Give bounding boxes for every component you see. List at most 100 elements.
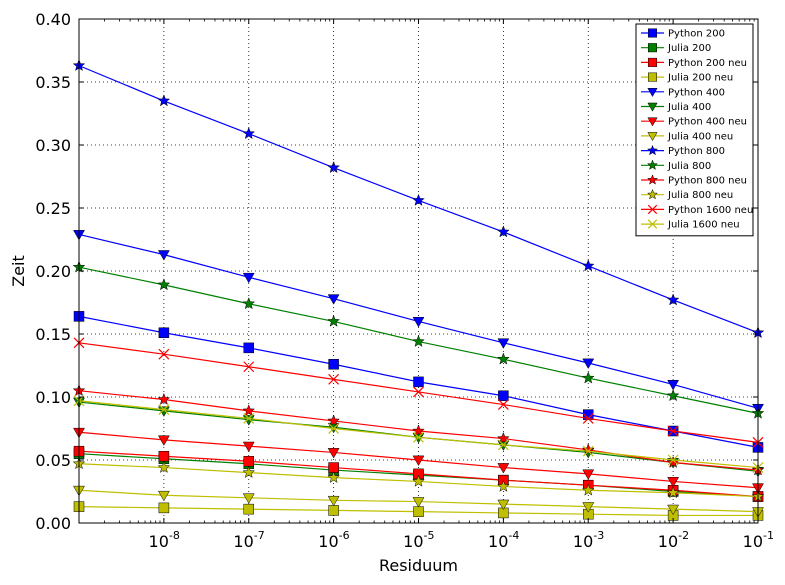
data-point-triangle [497,499,510,511]
legend-label: Python 400 [668,87,725,98]
data-point-triangle [647,102,658,112]
data-point-star [646,174,659,185]
data-point-x [158,348,170,360]
data-point-star [157,460,171,473]
data-point-x [328,423,340,434]
series-julia-400-neu [73,485,764,518]
legend-entry: Julia 1600 neu [641,219,740,231]
data-point-square [648,72,657,82]
data-point-triangle [242,493,255,504]
data-point-x [667,454,679,466]
y-tick-label: 0.00 [35,514,71,533]
x-tick-label: 10 [149,532,169,551]
data-point-star [412,424,425,437]
data-point-star [581,443,595,456]
legend-label: Python 200 neu [668,58,747,69]
data-point-x-stroke [328,423,340,434]
data-point-x-stroke [647,219,658,229]
data-point-square [648,28,657,38]
data-point-triangle [582,502,595,513]
x-tick-label: 10 [488,532,508,551]
data-point-star [496,479,510,492]
x-tick-label: 10 [318,532,338,551]
data-point-x-stroke [158,348,170,360]
legend-entry: Julia 400 neu [641,131,733,142]
y-tick-label: 0.20 [35,262,71,281]
data-point-x-stroke [582,412,594,424]
data-point-x-stroke [497,399,509,410]
data-point-x-stroke [667,454,679,466]
data-point-x-stroke [667,425,679,437]
data-point-triangle [647,88,658,97]
data-point-star [412,474,425,487]
data-point-x-stroke [243,412,255,424]
data-point-star [157,392,171,405]
data-point-x [647,219,658,229]
data-point-square [243,342,254,354]
legend-label: Julia 1600 neu [667,220,740,231]
data-point-square [648,43,657,53]
y-tick-label: 0.35 [35,73,71,92]
data-point-triangle [667,504,680,516]
data-point-x [328,373,340,385]
legend: Python 200 Julia 200 Python 200 neu Julia 2… [635,23,754,237]
data-point-x-stroke [582,445,594,457]
data-point-star [242,465,256,479]
y-tick-label: 0.10 [35,388,71,407]
legend-label: Julia 400 neu [667,131,733,142]
data-point-square [648,57,657,67]
data-point-star [581,259,595,272]
x-axis-label: Residuum [379,556,458,575]
legend-label: Python 800 neu [668,176,747,187]
x-tick-labels: 10 -8 10 -7 10 -6 10 -5 10 -4 10 -3 10 -2 10 -1 [149,529,774,551]
legend-entry: Python 1600 neu [641,204,753,216]
legend-entry: Python 200 neu [641,57,747,69]
data-point-star [646,159,659,171]
data-point-triangle [242,272,255,284]
legend-label: Julia 200 [667,43,711,54]
x-tick-label: 10 [743,532,763,551]
data-point-x-stroke [243,361,255,373]
legend-entry: Julia 800 [641,159,711,172]
data-point-square [243,503,254,515]
x-tick-label: 10 [658,532,678,551]
data-point-square [243,456,254,467]
data-point-triangle [647,117,658,127]
data-point-x-stroke [413,431,424,443]
data-point-x [413,386,424,398]
data-point-triangle [412,317,425,328]
data-point-square [158,327,170,338]
data-point-star [327,470,341,484]
legend-label: Python 200 [668,29,725,40]
legend-label: Julia 800 [667,161,711,172]
data-point-star [157,94,171,107]
data-point-star [242,297,256,310]
data-point-square [328,505,339,516]
y-tick-label: 0.40 [35,10,71,29]
x-tick-exponent: -1 [763,529,774,542]
data-point-square [328,358,339,370]
legend-label: Python 1600 neu [668,205,753,216]
legend-entry: Python 800 neu [641,174,747,187]
data-point-x [243,412,255,424]
data-point-triangle [412,455,425,467]
data-point-square [158,502,170,514]
data-point-star [242,126,256,140]
axis-ticks [79,18,759,524]
data-point-triangle [157,250,170,261]
data-point-x-stroke [497,439,509,451]
data-point-x [497,399,509,410]
data-point-x-stroke [328,373,340,385]
x-tick-exponent: -7 [254,529,265,542]
data-point-star [496,431,510,445]
data-point-triangle [327,448,340,459]
series-python-400 [73,230,764,415]
data-point-x-stroke [413,386,424,398]
legend-entry: Python 800 [641,144,725,157]
data-point-star [327,414,341,427]
legend-label: Python 400 neu [668,117,747,128]
legend-entry: Julia 200 neu [641,72,733,84]
data-point-triangle [157,490,170,502]
data-point-x [582,412,594,424]
